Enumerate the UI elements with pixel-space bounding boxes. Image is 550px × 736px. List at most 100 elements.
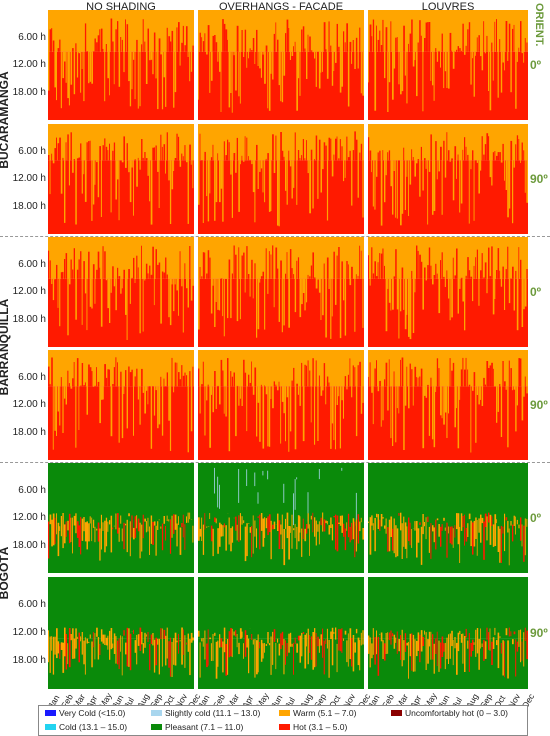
day-streak	[426, 386, 428, 398]
day-streak	[106, 279, 107, 280]
legend-item: Slightly cold (11.1 – 13.0)	[151, 708, 260, 718]
day-streak	[90, 367, 92, 386]
day-streak	[91, 518, 92, 542]
legend-swatch	[45, 724, 56, 730]
day-streak	[430, 632, 431, 660]
day-streak	[69, 52, 70, 106]
day-streak	[387, 279, 388, 289]
day-streak	[206, 274, 208, 279]
day-streak	[88, 141, 89, 160]
day-streak	[517, 386, 518, 405]
day-streak	[246, 386, 247, 431]
day-streak	[414, 160, 416, 176]
day-streak	[522, 279, 524, 327]
day-streak	[400, 160, 402, 225]
day-streak	[222, 19, 224, 52]
day-streak	[430, 266, 431, 279]
day-streak	[422, 514, 423, 534]
day-streak	[416, 377, 417, 386]
legend-label: Pleasant (7.1 – 11.0)	[165, 722, 243, 732]
day-streak	[426, 23, 428, 52]
day-streak	[398, 52, 399, 85]
day-streak	[148, 273, 149, 278]
day-streak	[240, 160, 241, 164]
day-streak	[293, 368, 294, 386]
day-streak	[362, 160, 363, 217]
day-streak	[316, 633, 317, 667]
day-streak	[162, 629, 163, 667]
day-streak	[498, 52, 499, 98]
day-streak	[421, 527, 423, 565]
day-streak	[523, 279, 525, 309]
day-streak	[253, 515, 254, 553]
day-streak	[219, 386, 221, 404]
day-streak	[95, 633, 96, 659]
day-streak	[306, 279, 307, 303]
day-streak	[154, 386, 155, 415]
day-streak	[438, 368, 439, 386]
day-streak	[230, 52, 231, 93]
day-streak	[67, 134, 69, 160]
day-streak	[88, 52, 89, 83]
day-streak	[343, 386, 344, 418]
day-streak	[183, 376, 185, 387]
day-streak	[400, 52, 402, 95]
day-streak	[458, 633, 460, 651]
day-streak	[359, 640, 360, 670]
day-streak	[440, 52, 441, 68]
day-streak	[164, 630, 166, 639]
day-streak	[240, 628, 242, 639]
day-streak	[176, 27, 177, 51]
day-streak	[403, 148, 404, 161]
day-streak	[216, 642, 218, 679]
day-streak	[237, 138, 238, 160]
day-streak	[486, 36, 487, 52]
day-streak	[123, 52, 124, 72]
day-streak	[224, 628, 226, 653]
day-streak	[114, 143, 115, 161]
day-streak	[309, 524, 310, 556]
day-streak	[337, 516, 339, 552]
day-streak	[450, 279, 451, 320]
day-streak	[152, 633, 153, 645]
day-streak	[411, 369, 412, 386]
day-streak	[240, 513, 241, 540]
day-streak	[162, 524, 163, 551]
day-streak	[219, 52, 221, 72]
day-streak	[103, 145, 104, 160]
day-streak	[107, 369, 109, 386]
day-streak	[277, 386, 279, 390]
day-streak	[216, 386, 217, 409]
day-streak	[408, 642, 409, 679]
day-streak	[200, 33, 201, 52]
day-streak	[405, 633, 406, 652]
day-streak	[54, 279, 55, 280]
day-streak	[272, 245, 273, 278]
day-streak	[82, 52, 83, 69]
day-streak	[277, 160, 279, 225]
day-streak	[282, 279, 283, 332]
day-streak	[384, 160, 385, 202]
day-streak	[222, 279, 223, 316]
day-streak	[325, 386, 326, 404]
day-streak	[178, 137, 179, 161]
day-streak	[482, 52, 484, 71]
day-streak	[149, 266, 150, 279]
day-streak	[400, 635, 401, 660]
day-streak	[341, 386, 342, 400]
day-streak	[259, 642, 260, 649]
night-band	[48, 237, 194, 279]
day-streak	[475, 386, 476, 443]
day-streak	[345, 279, 346, 336]
day-streak	[99, 386, 101, 423]
day-streak	[327, 258, 329, 279]
day-streak	[482, 386, 484, 406]
day-streak	[61, 272, 63, 279]
day-streak	[54, 386, 56, 431]
day-streak	[523, 526, 524, 562]
day-streak	[128, 367, 129, 387]
day-streak	[306, 366, 307, 387]
day-streak	[478, 639, 480, 670]
day-streak	[370, 517, 372, 555]
day-streak	[209, 386, 211, 448]
